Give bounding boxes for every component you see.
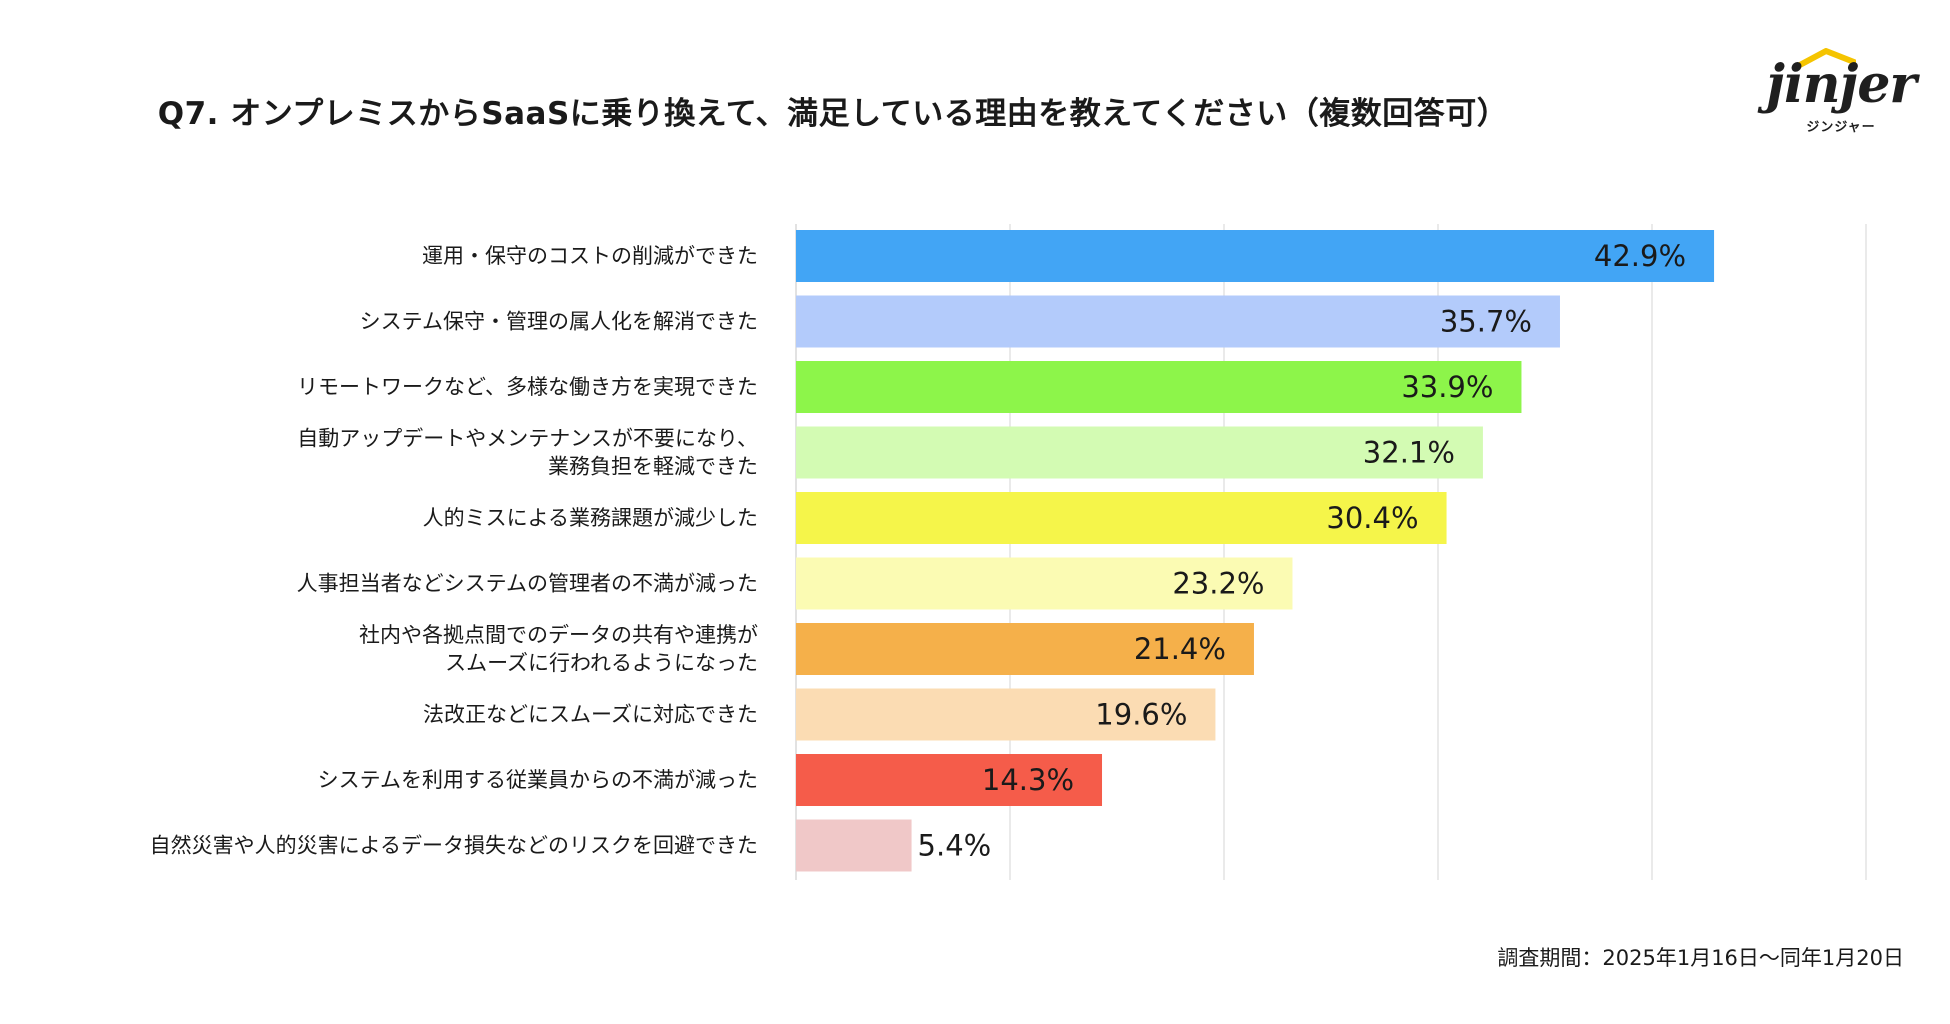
bar-2 (796, 295, 1560, 348)
value-label-7: 21.4% (1134, 632, 1226, 666)
value-label-8: 19.6% (1095, 698, 1187, 732)
value-label-1: 42.9% (1594, 239, 1686, 273)
category-label-7: 社内や各拠点間でのデータの共有や連携がスムーズに行われるようになった (359, 623, 758, 675)
value-label-2: 35.7% (1440, 305, 1532, 339)
category-label-8: 法改正などにスムーズに対応できた (423, 703, 758, 727)
value-label-10: 5.4% (918, 829, 992, 863)
survey-period-note: 調査期間：2025年1月16日〜同年1月20日 (1497, 946, 1904, 970)
bar-7 (796, 623, 1254, 675)
chart-bars (796, 230, 1715, 872)
bar-3 (796, 361, 1522, 413)
bar-1 (796, 230, 1715, 282)
bar-6 (796, 557, 1293, 610)
category-label-6: 人事担当者などシステムの管理者の不満が減った (297, 572, 758, 596)
logo-subtext: ジンジャー (1806, 120, 1876, 135)
value-label-5: 30.4% (1326, 501, 1418, 535)
category-label-3: リモートワークなど、多様な働き方を実現できた (297, 375, 758, 399)
chart-value-labels: 42.9% 35.7% 33.9% 32.1% 30.4% 23.2% 21.4% 19.6%… (918, 239, 1687, 863)
category-label-1: 運用・保守のコストの削減ができた (422, 244, 758, 268)
logo-wordmark: jinjer (1766, 54, 1917, 115)
value-label-6: 23.2% (1172, 567, 1264, 601)
category-label-4: 自動アップデートやメンテナンスが不要になり、業務負担を軽減できた (297, 427, 758, 479)
logo-roof-icon (1796, 48, 1856, 68)
value-label-3: 33.9% (1401, 370, 1493, 404)
value-label-9: 14.3% (982, 763, 1074, 797)
value-label-4: 32.1% (1363, 436, 1455, 470)
bar-4 (796, 426, 1483, 479)
bar-10 (796, 819, 912, 872)
jinjer-logo: jinjer ジンジャー (1766, 48, 1917, 135)
chart-title: Q7. オンプレミスからSaaSに乗り換えて、満足している理由を教えてください（… (157, 96, 1509, 132)
category-label-10: 自然災害や人的災害によるデータ損失などのリスクを回避できた (150, 834, 758, 858)
category-label-5: 人的ミスによる業務課題が減少した (423, 506, 758, 530)
bar-9 (796, 754, 1103, 806)
category-label-2: システム保守・管理の属人化を解消できた (360, 310, 758, 334)
chart-category-labels: 運用・保守のコストの削減ができたシステム保守・管理の属人化を解消できたリモートワ… (150, 244, 758, 858)
category-label-9: システムを利用する従業員からの不満が減った (318, 768, 758, 792)
bar-8 (796, 688, 1216, 741)
bar-5 (796, 492, 1447, 544)
